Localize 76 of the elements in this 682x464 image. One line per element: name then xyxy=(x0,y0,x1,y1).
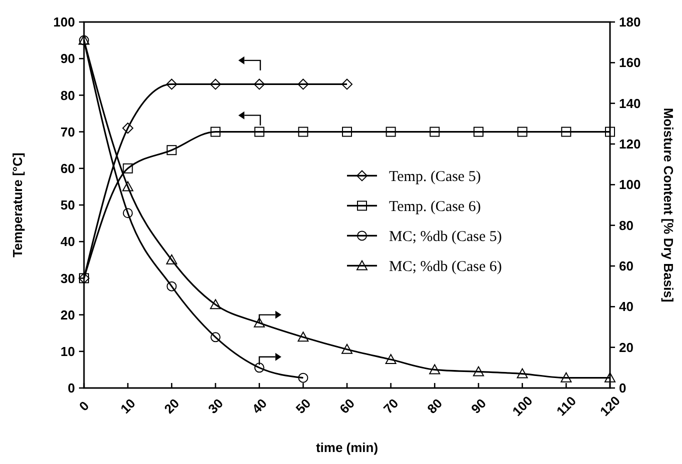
x-tick-label: 70 xyxy=(380,396,402,416)
x-tick-label: 110 xyxy=(553,393,579,419)
point xyxy=(385,354,396,364)
point xyxy=(254,362,264,373)
y2-tick-label: 0 xyxy=(619,380,626,396)
x-tick-label: 40 xyxy=(248,396,270,416)
y2-tick-label: 140 xyxy=(619,96,641,111)
point xyxy=(210,299,221,310)
y-tick-label: 80 xyxy=(60,88,75,103)
y2-axis-title: Moisture Content [% Dry Basis] xyxy=(661,108,676,302)
point xyxy=(254,126,264,137)
point xyxy=(430,126,440,137)
point xyxy=(474,126,484,137)
point xyxy=(298,126,308,137)
y2-tick-label: 60 xyxy=(619,258,634,274)
point xyxy=(342,78,352,90)
x-tick-label: 100 xyxy=(509,393,536,420)
y2-tick-label: 120 xyxy=(619,136,641,152)
point xyxy=(605,126,615,137)
point xyxy=(122,163,133,174)
x-tick-label: 0 xyxy=(76,398,92,414)
x-tick-label: 60 xyxy=(336,396,358,416)
legend-label: Temp. (Case 5) xyxy=(389,168,481,185)
point xyxy=(210,78,221,90)
point xyxy=(254,78,265,90)
y2-tick-label: 40 xyxy=(619,299,634,314)
point xyxy=(298,78,309,90)
point xyxy=(429,364,440,374)
point xyxy=(386,126,396,137)
x-axis-title: time (min) xyxy=(316,440,378,455)
point xyxy=(517,126,528,137)
point xyxy=(561,126,572,137)
y-tick-label: 0 xyxy=(68,380,75,396)
y2-tick-label: 160 xyxy=(619,55,641,70)
point xyxy=(342,126,352,137)
y-tick-label: 30 xyxy=(60,270,75,286)
y-tick-label: 90 xyxy=(60,51,75,66)
y-tick-label: 100 xyxy=(53,14,75,30)
legend-label: MC; %db (Case 6) xyxy=(389,258,502,275)
y2-tick-label: 80 xyxy=(619,218,634,233)
point xyxy=(560,372,572,382)
x-tick-label: 90 xyxy=(468,396,489,416)
point xyxy=(298,332,309,342)
y-tick-label: 60 xyxy=(60,160,75,176)
x-tick-label: 80 xyxy=(424,396,446,416)
point xyxy=(122,181,134,192)
y-tick-label: 10 xyxy=(60,344,75,359)
point xyxy=(516,368,528,378)
y-tick-label: 50 xyxy=(60,198,75,213)
point xyxy=(342,344,352,354)
point xyxy=(210,126,220,137)
y-axis-title: Temperature [°C] xyxy=(10,152,25,258)
y2-tick-label: 20 xyxy=(619,340,634,355)
legend-label: MC; %db (Case 5) xyxy=(389,228,502,245)
x-tick-label: 20 xyxy=(161,396,182,416)
point xyxy=(166,254,178,264)
point xyxy=(298,372,308,383)
point xyxy=(604,372,616,382)
point xyxy=(166,78,178,90)
y2-tick-label: 100 xyxy=(619,177,641,192)
y-tick-label: 20 xyxy=(60,307,75,322)
x-tick-label: 120 xyxy=(597,393,624,420)
y-tick-label: 40 xyxy=(60,234,75,250)
y2-tick-label: 180 xyxy=(619,14,641,30)
point xyxy=(122,208,133,218)
point xyxy=(122,122,134,134)
point xyxy=(166,145,177,156)
y-tick-label: 70 xyxy=(60,124,75,140)
point xyxy=(254,317,265,328)
point xyxy=(210,332,220,342)
point xyxy=(166,281,177,292)
point xyxy=(473,366,484,376)
legend-label: Temp. (Case 6) xyxy=(389,198,481,215)
x-tick-label: 10 xyxy=(117,396,138,416)
x-tick-label: 50 xyxy=(292,396,314,416)
x-tick-label: 30 xyxy=(205,396,226,416)
